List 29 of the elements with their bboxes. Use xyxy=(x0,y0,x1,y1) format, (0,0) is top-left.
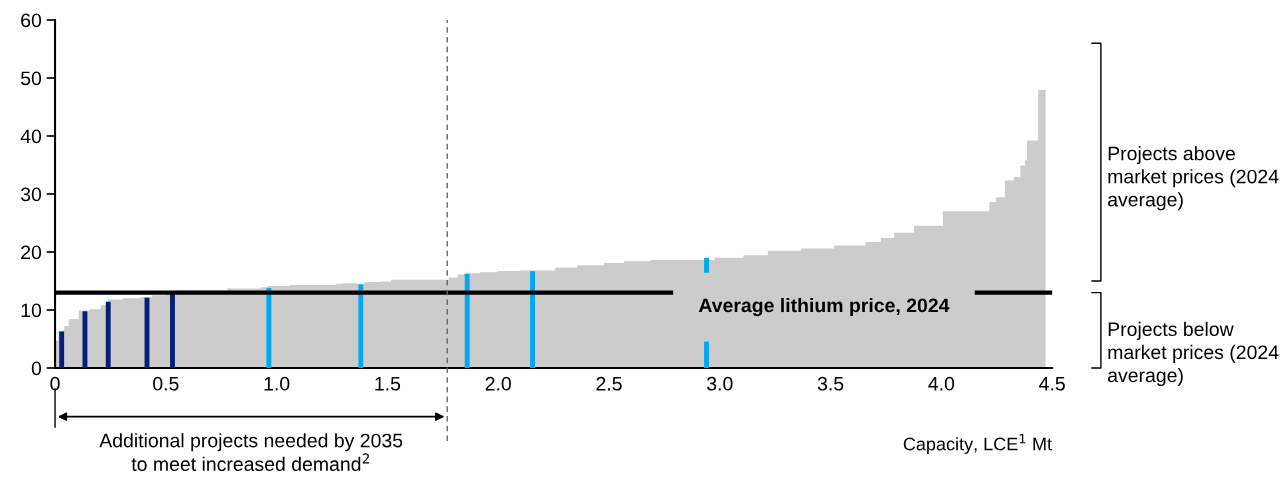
x-tick-label: 0.5 xyxy=(153,376,179,391)
y-tick-label: 40 xyxy=(20,129,42,144)
bar xyxy=(358,284,364,368)
bar xyxy=(464,274,470,368)
x-tick-label: 3.0 xyxy=(707,376,733,391)
y-tick-label: 10 xyxy=(21,303,42,318)
x-tick-label: 2.5 xyxy=(596,376,622,391)
text: Additional projects needed by 2035 to meet increased demand$^{2}$ xyxy=(99,433,403,472)
bar xyxy=(266,287,272,368)
y-tick-label: 50 xyxy=(21,71,42,86)
bar xyxy=(530,271,535,368)
x-tick-label: 1.5 xyxy=(375,377,401,391)
x-tick-label: 2.0 xyxy=(485,376,511,391)
y-tick-label: 20 xyxy=(21,245,42,260)
x-tick-label: 4.0 xyxy=(928,376,955,391)
x-tick-label: 4.5 xyxy=(1039,377,1065,391)
y-tick-label: 0 xyxy=(31,361,42,376)
y-tick-label: 60 xyxy=(21,13,42,28)
y-tick-label: 30 xyxy=(20,187,42,202)
bar xyxy=(105,301,111,368)
text: Projects above market prices (2024 average) xyxy=(1108,146,1279,211)
x-tick-label: 0 xyxy=(50,376,60,391)
x-axis-title: Capacity, LCE$^{1}$ Mt xyxy=(903,434,1052,454)
ref-line-label: Average lithium price, 2024 xyxy=(698,297,950,317)
bar xyxy=(170,293,175,368)
text: Projects below market prices (2024 average) xyxy=(1108,321,1279,387)
x-tick-label: 1.0 xyxy=(264,376,290,391)
x-tick-label: 3.5 xyxy=(817,376,844,391)
bar xyxy=(59,331,65,368)
